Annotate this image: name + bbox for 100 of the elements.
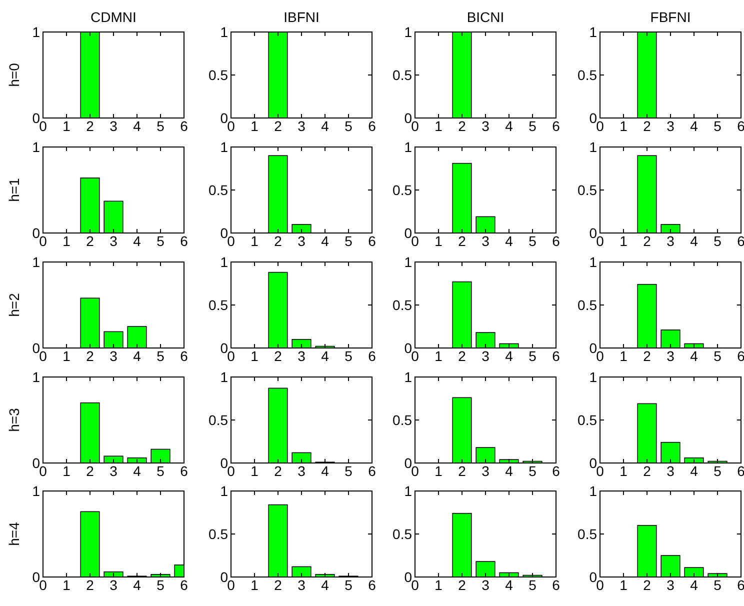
y-tick-label: 1 bbox=[220, 24, 228, 40]
x-tick-label: 5 bbox=[528, 118, 537, 134]
x-tick-label: 5 bbox=[714, 118, 722, 134]
x-tick-label: 6 bbox=[180, 462, 188, 479]
x-tick-label: 5 bbox=[344, 576, 353, 593]
y-tick-label: 1 bbox=[220, 482, 228, 499]
x-tick-label: 6 bbox=[552, 232, 560, 249]
x-tick-label: 5 bbox=[344, 348, 353, 364]
x-tick-label: 2 bbox=[86, 348, 94, 364]
y-tick-label: 0.5 bbox=[208, 296, 228, 313]
y-tick-label: 0.5 bbox=[392, 296, 412, 313]
y-tick-label: 0.5 bbox=[578, 66, 598, 83]
x-tick-label: 2 bbox=[458, 348, 466, 364]
y-tick-label: 0.5 bbox=[208, 66, 228, 83]
x-tick-label: 5 bbox=[528, 462, 537, 479]
x-tick-label: 4 bbox=[321, 348, 330, 364]
x-tick-label: 1 bbox=[250, 118, 259, 134]
x-tick-label: 2 bbox=[274, 232, 282, 249]
x-tick-label: 4 bbox=[133, 232, 142, 249]
x-tick-label: 4 bbox=[505, 348, 514, 364]
y-tick-label: 1 bbox=[404, 24, 412, 40]
x-tick-label: 3 bbox=[482, 348, 490, 364]
x-tick-label: 1 bbox=[250, 348, 259, 364]
y-tick-label: 1 bbox=[589, 482, 598, 499]
x-tick-label: 5 bbox=[156, 462, 165, 479]
x-tick-label: 6 bbox=[737, 348, 744, 364]
y-tick-label: 0.5 bbox=[208, 526, 228, 542]
x-tick-label: 4 bbox=[690, 462, 698, 479]
x-tick-label: 4 bbox=[133, 576, 142, 593]
y-tick-label: 0.5 bbox=[392, 182, 412, 198]
x-tick-label: 5 bbox=[528, 232, 537, 249]
y-tick-label: 1 bbox=[220, 254, 228, 270]
x-tick-label: 4 bbox=[321, 576, 330, 593]
y-tick-label: 0.5 bbox=[392, 526, 412, 542]
x-tick-label: 3 bbox=[482, 462, 490, 479]
x-tick-label: 6 bbox=[737, 462, 744, 479]
x-tick-label: 5 bbox=[344, 232, 353, 249]
x-tick-label: 2 bbox=[643, 348, 652, 364]
x-tick-label: 1 bbox=[250, 462, 259, 479]
x-tick-label: 3 bbox=[666, 576, 675, 593]
x-tick-label: 3 bbox=[110, 118, 118, 134]
y-tick-label: 1 bbox=[32, 24, 40, 40]
x-tick-label: 2 bbox=[86, 118, 94, 134]
x-tick-label: 4 bbox=[321, 118, 330, 134]
x-tick-label: 6 bbox=[737, 232, 744, 249]
y-axis-title: h=0 bbox=[6, 62, 22, 87]
x-tick-label: 4 bbox=[133, 118, 142, 134]
x-tick-label: 3 bbox=[482, 118, 490, 134]
x-tick-label: 2 bbox=[643, 576, 652, 593]
y-axis-title: h=4 bbox=[6, 522, 22, 546]
x-tick-label: 1 bbox=[434, 232, 443, 249]
x-tick-label: 4 bbox=[690, 576, 698, 593]
x-tick-label: 1 bbox=[62, 576, 71, 593]
x-tick-label: 5 bbox=[156, 348, 165, 364]
x-tick-label: 6 bbox=[180, 576, 188, 593]
x-tick-label: 3 bbox=[298, 462, 306, 479]
x-tick-label: 3 bbox=[110, 232, 118, 249]
x-tick-label: 1 bbox=[62, 118, 71, 134]
x-tick-label: 4 bbox=[133, 462, 142, 479]
x-tick-label: 4 bbox=[505, 576, 514, 593]
x-tick-label: 6 bbox=[368, 118, 376, 134]
y-tick-label: 1 bbox=[220, 138, 228, 155]
x-tick-label: 3 bbox=[666, 348, 675, 364]
y-axis-title: h=1 bbox=[6, 178, 22, 202]
y-tick-label: 1 bbox=[32, 368, 40, 385]
x-tick-label: 1 bbox=[434, 576, 443, 593]
x-tick-label: 4 bbox=[690, 118, 698, 134]
x-tick-label: 5 bbox=[344, 118, 353, 134]
y-tick-label: 1 bbox=[32, 482, 40, 499]
x-tick-label: 6 bbox=[368, 348, 376, 364]
x-tick-label: 6 bbox=[552, 118, 560, 134]
y-tick-label: 0.5 bbox=[578, 526, 598, 542]
x-tick-label: 6 bbox=[368, 232, 376, 249]
y-tick-label: 0.5 bbox=[578, 412, 598, 428]
x-tick-label: 6 bbox=[737, 576, 744, 593]
x-tick-label: 5 bbox=[528, 348, 537, 364]
x-tick-label: 5 bbox=[156, 232, 165, 249]
y-tick-label: 0.5 bbox=[208, 182, 228, 198]
x-tick-label: 4 bbox=[133, 348, 142, 364]
x-tick-label: 1 bbox=[620, 462, 628, 479]
x-tick-label: 3 bbox=[298, 348, 306, 364]
x-tick-label: 3 bbox=[298, 576, 306, 593]
x-tick-label: 1 bbox=[620, 118, 628, 134]
y-tick-label: 1 bbox=[589, 138, 598, 155]
x-tick-label: 3 bbox=[482, 232, 490, 249]
x-tick-label: 1 bbox=[434, 462, 443, 479]
chart-title: BICNI bbox=[466, 9, 504, 25]
y-tick-label: 1 bbox=[32, 138, 40, 155]
x-tick-label: 2 bbox=[86, 576, 94, 593]
chart-title: CDMNI bbox=[90, 9, 136, 25]
x-tick-label: 1 bbox=[434, 348, 443, 364]
x-tick-label: 5 bbox=[714, 462, 722, 479]
y-axis-title: h=3 bbox=[6, 408, 22, 432]
x-tick-label: 6 bbox=[552, 348, 560, 364]
chart-title: IBFNI bbox=[284, 9, 320, 25]
x-tick-label: 5 bbox=[156, 118, 165, 134]
x-tick-label: 1 bbox=[62, 462, 71, 479]
y-tick-label: 1 bbox=[404, 368, 412, 385]
x-tick-label: 6 bbox=[552, 462, 560, 479]
x-tick-label: 5 bbox=[714, 232, 722, 249]
